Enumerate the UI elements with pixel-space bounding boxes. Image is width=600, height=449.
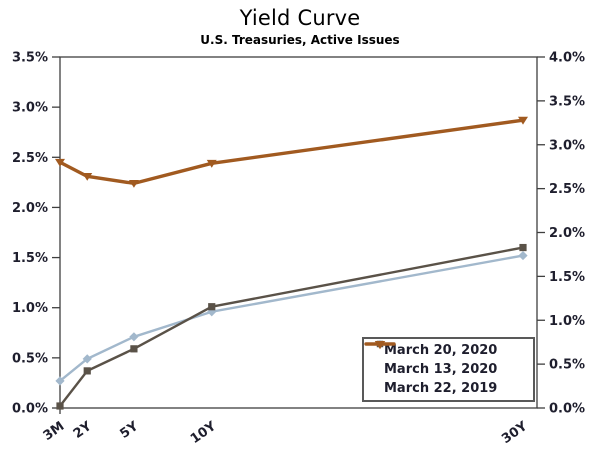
marker-triangle bbox=[518, 116, 528, 125]
right-axis-tick-label: 3.0% bbox=[549, 138, 585, 153]
right-axis-tick-label: 4.0% bbox=[549, 51, 585, 66]
marker-square bbox=[208, 303, 216, 311]
marker-diamond bbox=[55, 376, 65, 386]
left-axis-tick-label: 1.5% bbox=[12, 251, 48, 266]
right-axis-tick-label: 1.5% bbox=[549, 270, 585, 285]
right-axis-tick-label: 0.5% bbox=[549, 358, 585, 373]
x-axis-tick-label: 10Y bbox=[188, 419, 220, 447]
left-axis-tick-label: 3.5% bbox=[12, 51, 48, 66]
left-axis-tick-label: 3.0% bbox=[12, 101, 48, 116]
marker-triangle bbox=[374, 341, 386, 350]
x-axis-tick-label: 30Y bbox=[499, 419, 531, 447]
right-axis-tick-label: 2.5% bbox=[549, 182, 585, 197]
marker-square bbox=[519, 243, 527, 252]
legend-label: March 20, 2020 bbox=[384, 343, 498, 358]
marker-triangle bbox=[128, 179, 139, 188]
left-axis-tick-label: 0.5% bbox=[12, 351, 48, 366]
x-axis-tick-label: 2Y bbox=[71, 419, 95, 442]
marker-triangle bbox=[82, 172, 93, 181]
marker-triangle bbox=[206, 159, 217, 168]
legend-item-2: March 22, 2019 bbox=[364, 341, 533, 396]
left-axis-tick-label: 2.5% bbox=[12, 151, 48, 166]
x-axis-tick-label: 5Y bbox=[117, 419, 141, 442]
left-axis-tick-label: 1.0% bbox=[12, 301, 48, 316]
x-axis-tick-label: 3M bbox=[41, 419, 68, 444]
right-axis-tick-label: 3.5% bbox=[549, 94, 585, 109]
left-axis-tick-label: 0.0% bbox=[12, 402, 48, 417]
series-line-2 bbox=[58, 118, 525, 186]
marker-diamond bbox=[129, 332, 139, 342]
marker-triangle bbox=[55, 158, 65, 167]
left-axis-tick-label: 2.0% bbox=[12, 201, 48, 216]
chart-title: Yield Curve bbox=[239, 6, 361, 30]
right-axis-tick-label: 1.0% bbox=[549, 314, 585, 329]
marker-diamond bbox=[518, 250, 528, 261]
marker-diamond bbox=[82, 354, 92, 364]
marker-square bbox=[130, 345, 138, 353]
legend-key-2 bbox=[364, 341, 396, 350]
marker-square bbox=[83, 367, 91, 375]
legend-label: March 13, 2020 bbox=[384, 362, 498, 377]
legend-item-0: March 20, 2020 bbox=[364, 340, 533, 358]
right-axis-tick-label: 2.0% bbox=[549, 226, 585, 241]
right-axis-tick-label: 0.0% bbox=[549, 402, 585, 417]
legend-label: March 22, 2019 bbox=[384, 381, 498, 396]
marker-square bbox=[56, 402, 64, 410]
chart-subtitle: U.S. Treasuries, Active Issues bbox=[200, 33, 400, 47]
legend-box: March 20, 2020 March 13, 2020 March 22, 20… bbox=[362, 337, 535, 402]
legend-item-1: March 13, 2020 bbox=[364, 339, 533, 377]
